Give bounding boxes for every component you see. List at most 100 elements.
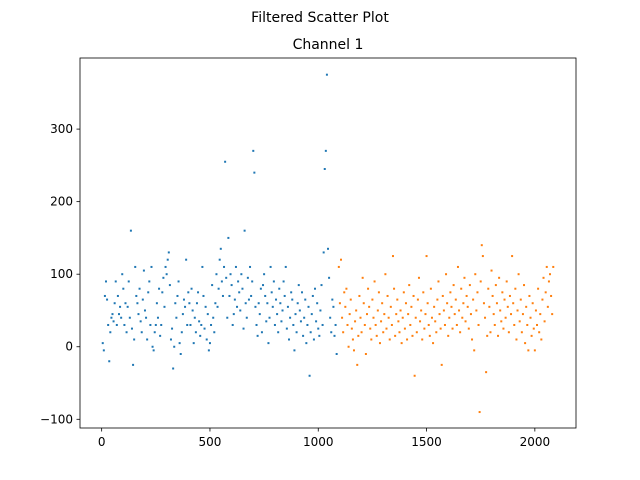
data-point (238, 291, 241, 294)
data-point (147, 291, 150, 294)
data-point (174, 302, 177, 305)
data-point (204, 305, 207, 308)
data-point (146, 338, 149, 341)
data-point (208, 342, 211, 345)
data-point (525, 305, 528, 308)
data-point (337, 265, 340, 268)
data-point (190, 287, 193, 290)
x-tick-label: 2000 (520, 435, 551, 449)
data-point (475, 309, 478, 312)
data-point (259, 287, 262, 290)
data-point (165, 273, 168, 276)
data-point (462, 302, 465, 305)
data-point (284, 265, 287, 268)
data-point (341, 316, 344, 319)
data-point (521, 313, 524, 316)
data-point (524, 342, 527, 345)
data-point (332, 305, 335, 308)
data-point (549, 273, 552, 276)
data-point (106, 298, 109, 301)
data-point (135, 294, 138, 297)
data-point (426, 302, 429, 305)
data-point (432, 342, 435, 345)
data-point (159, 334, 162, 337)
data-point (218, 258, 221, 261)
data-point (308, 374, 311, 377)
data-point (435, 331, 438, 334)
data-point (140, 331, 143, 334)
data-point (364, 353, 367, 355)
data-point (334, 323, 337, 326)
data-point (317, 327, 320, 330)
data-point (149, 323, 152, 326)
data-point (160, 323, 163, 326)
data-point (281, 309, 284, 312)
data-point (361, 276, 364, 279)
data-point (137, 313, 140, 316)
data-point (320, 284, 323, 287)
data-point (481, 255, 484, 258)
data-point (145, 316, 148, 319)
data-point (233, 298, 236, 301)
data-point (356, 363, 359, 366)
data-point (246, 276, 249, 279)
data-point (388, 338, 391, 341)
data-point (198, 320, 201, 323)
data-point (228, 294, 231, 297)
data-point (282, 280, 285, 283)
data-point (459, 331, 462, 334)
data-point (472, 298, 475, 301)
y-tick-label: −100 (40, 412, 73, 426)
axes-title: Channel 1 (293, 37, 364, 53)
data-point (520, 331, 523, 334)
data-point (383, 313, 386, 316)
series-1 (101, 73, 338, 377)
data-point (454, 298, 457, 301)
data-point (172, 367, 175, 370)
data-point (101, 342, 104, 345)
data-point (166, 258, 169, 261)
data-point (422, 291, 425, 294)
data-point (550, 294, 553, 297)
data-point (315, 320, 318, 323)
data-point (188, 302, 191, 305)
data-point (519, 298, 522, 301)
data-point (547, 280, 550, 283)
data-point (212, 316, 215, 319)
y-tick-label: 200 (50, 195, 73, 209)
data-point (232, 313, 235, 316)
data-point (169, 338, 172, 341)
data-point (488, 305, 491, 308)
data-point (110, 316, 113, 319)
data-point (305, 342, 308, 345)
data-point (267, 342, 270, 345)
data-point (386, 294, 389, 297)
data-point (423, 327, 426, 330)
data-point (487, 287, 490, 290)
data-point (197, 291, 200, 294)
data-point (486, 334, 489, 337)
data-point (492, 313, 495, 316)
data-point (465, 294, 468, 297)
data-point (286, 305, 289, 308)
data-point (448, 316, 451, 319)
data-point (221, 294, 224, 297)
data-point (244, 302, 247, 305)
data-point (324, 149, 327, 152)
data-point (195, 302, 198, 305)
data-point (126, 305, 129, 308)
data-point (537, 287, 540, 290)
data-point (344, 305, 347, 308)
x-tick-label: 1000 (303, 435, 334, 449)
data-point (371, 298, 374, 301)
data-point (132, 363, 135, 366)
data-point (181, 313, 184, 316)
data-point (372, 316, 375, 319)
data-point (425, 255, 428, 258)
data-point (441, 294, 444, 297)
data-point (214, 302, 217, 305)
data-point (401, 316, 404, 319)
data-point (304, 298, 307, 301)
data-point (219, 247, 222, 250)
data-point (415, 331, 418, 334)
